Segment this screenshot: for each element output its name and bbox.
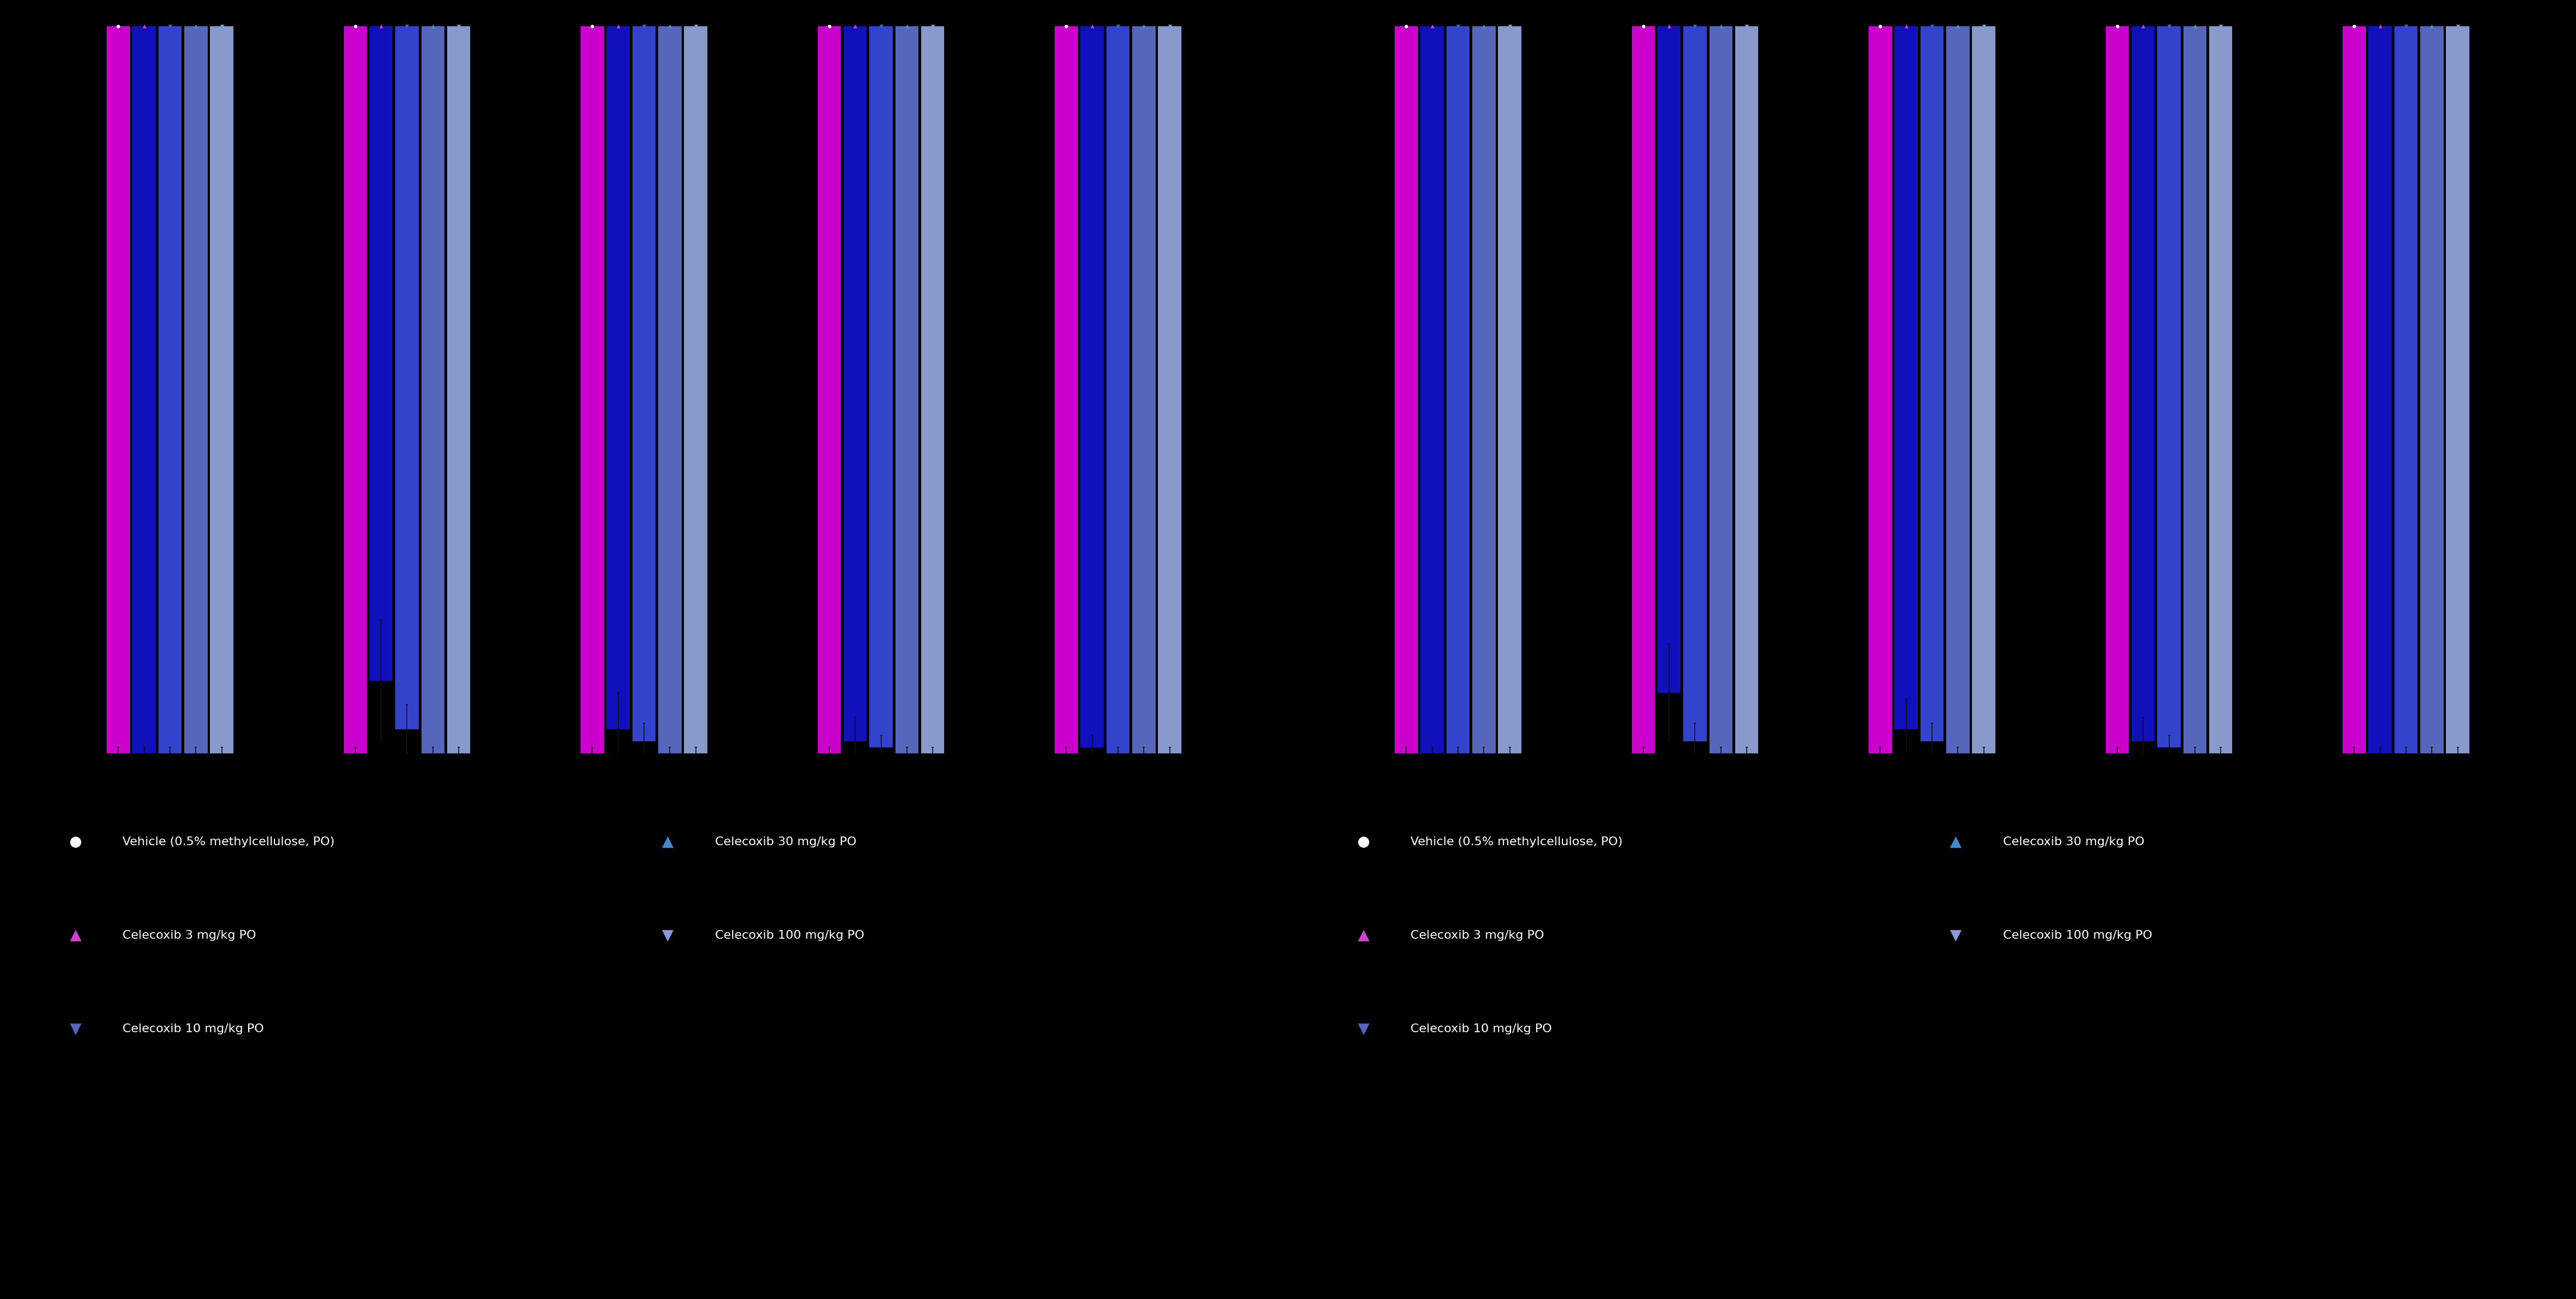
Bar [2105,26,2128,753]
Bar [2156,26,2182,747]
Text: Vehicle (0.5% methylcellulose, PO): Vehicle (0.5% methylcellulose, PO) [124,837,335,847]
Bar [1079,26,1103,747]
Bar [1631,26,1654,753]
Bar [1159,26,1182,753]
Text: Celecoxib 100 mg/kg PO: Celecoxib 100 mg/kg PO [716,930,866,940]
Bar [1419,26,1443,753]
Bar [185,26,209,753]
Bar [1973,26,1996,753]
Bar [2393,26,2419,753]
Bar [2342,26,2365,753]
Bar [1682,26,1708,742]
Bar [1656,26,1680,692]
Bar [1054,26,1077,753]
Text: Celecoxib 3 mg/kg PO: Celecoxib 3 mg/kg PO [1412,930,1543,940]
Bar [2447,26,2470,753]
Text: Celecoxib 30 mg/kg PO: Celecoxib 30 mg/kg PO [716,837,855,847]
Text: Celecoxib 100 mg/kg PO: Celecoxib 100 mg/kg PO [2004,930,2154,940]
Bar [1893,26,1917,729]
Text: Celecoxib 10 mg/kg PO: Celecoxib 10 mg/kg PO [1412,1024,1551,1034]
Bar [868,26,894,747]
Bar [106,26,129,753]
Bar [1710,26,1734,753]
Bar [2130,26,2154,742]
Text: Celecoxib 10 mg/kg PO: Celecoxib 10 mg/kg PO [124,1024,263,1034]
Bar [1919,26,1945,742]
Bar [605,26,629,729]
Bar [157,26,183,753]
Bar [842,26,866,742]
Bar [896,26,920,753]
Bar [1445,26,1471,753]
Text: Celecoxib 30 mg/kg PO: Celecoxib 30 mg/kg PO [2004,837,2143,847]
Bar [131,26,155,753]
Bar [343,26,366,753]
Bar [211,26,234,753]
Bar [1473,26,1497,753]
Bar [922,26,945,753]
Text: Celecoxib 3 mg/kg PO: Celecoxib 3 mg/kg PO [124,930,255,940]
Bar [1868,26,1891,753]
Bar [1947,26,1971,753]
Bar [580,26,603,753]
Bar [1499,26,1522,753]
Bar [685,26,708,753]
Bar [1105,26,1131,753]
Bar [2184,26,2208,753]
Bar [631,26,657,742]
Bar [1133,26,1157,753]
Bar [394,26,420,729]
Bar [448,26,471,753]
Bar [2367,26,2391,753]
Bar [2210,26,2233,753]
Bar [422,26,446,753]
Text: Vehicle (0.5% methylcellulose, PO): Vehicle (0.5% methylcellulose, PO) [1412,837,1623,847]
Bar [1736,26,1759,753]
Bar [368,26,392,681]
Bar [1394,26,1417,753]
Bar [659,26,683,753]
Bar [2421,26,2445,753]
Bar [817,26,840,753]
